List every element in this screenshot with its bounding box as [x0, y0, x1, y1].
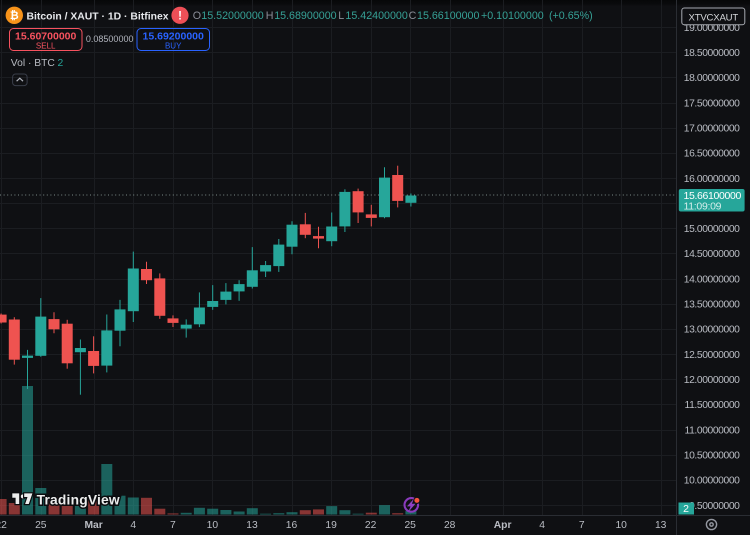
svg-text:₿: ₿	[10, 10, 19, 22]
svg-text:15.00000000: 15.00000000	[684, 224, 740, 235]
svg-text:17.00000000: 17.00000000	[684, 124, 740, 135]
svg-text:28: 28	[444, 520, 456, 531]
svg-text:Bitcoin / XAUT · 1D · Bitfinex: Bitcoin / XAUT · 1D · Bitfinex	[27, 11, 169, 22]
svg-text:10: 10	[207, 520, 219, 531]
svg-text:10: 10	[615, 520, 627, 531]
svg-text:15.66100000: 15.66100000	[417, 10, 479, 22]
svg-text:16.50000000: 16.50000000	[684, 149, 740, 160]
svg-text:10.00000000: 10.00000000	[684, 476, 740, 487]
svg-text:11:09:09: 11:09:09	[684, 201, 722, 213]
svg-text:13: 13	[655, 520, 667, 531]
svg-text:13.00000000: 13.00000000	[684, 325, 740, 336]
svg-text:4: 4	[130, 520, 136, 531]
svg-text:15.66100000: 15.66100000	[684, 190, 742, 202]
svg-text:Apr: Apr	[494, 520, 512, 531]
svg-text:16: 16	[286, 520, 298, 531]
svg-text:13: 13	[246, 520, 258, 531]
svg-text:15.42400000: 15.42400000	[345, 10, 407, 22]
svg-text:SELL: SELL	[36, 41, 56, 50]
svg-text:BUY: BUY	[165, 41, 182, 50]
svg-text:11.00000000: 11.00000000	[685, 425, 741, 436]
svg-text:L: L	[338, 10, 344, 22]
svg-text:(+0.65%): (+0.65%)	[549, 10, 593, 22]
svg-text:4: 4	[539, 520, 545, 531]
svg-text:Vol · BTC: Vol · BTC	[11, 58, 56, 69]
svg-text:19.00000000: 19.00000000	[684, 23, 740, 34]
svg-text:2: 2	[58, 58, 64, 69]
svg-text:O: O	[193, 10, 201, 22]
svg-text:25: 25	[35, 520, 47, 531]
svg-text:7: 7	[170, 520, 176, 531]
svg-text:18.50000000: 18.50000000	[684, 48, 740, 59]
svg-text:0.08500000: 0.08500000	[86, 34, 134, 44]
svg-text:13.50000000: 13.50000000	[684, 300, 740, 311]
svg-text:7: 7	[579, 520, 585, 531]
svg-text:!: !	[178, 10, 182, 22]
svg-text:12.50000000: 12.50000000	[684, 350, 740, 361]
svg-text:15.68900000: 15.68900000	[274, 10, 336, 22]
svg-text:TradingView: TradingView	[37, 492, 120, 507]
svg-text:14.50000000: 14.50000000	[684, 249, 740, 260]
svg-text:10.50000000: 10.50000000	[684, 450, 740, 461]
svg-text:H: H	[266, 10, 274, 22]
svg-text:17.50000000: 17.50000000	[684, 98, 740, 109]
svg-text:15.60700000: 15.60700000	[15, 30, 76, 42]
svg-text:9.50000000: 9.50000000	[689, 501, 740, 512]
svg-text:+0.10100000: +0.10100000	[481, 10, 544, 22]
svg-text:11.50000000: 11.50000000	[685, 400, 741, 411]
svg-text:22: 22	[365, 520, 377, 531]
svg-text:22: 22	[0, 520, 7, 531]
svg-text:19: 19	[325, 520, 337, 531]
svg-text:12.00000000: 12.00000000	[684, 375, 740, 386]
svg-text:14.00000000: 14.00000000	[684, 274, 740, 285]
svg-text:18.00000000: 18.00000000	[684, 73, 740, 84]
svg-text:16.00000000: 16.00000000	[684, 174, 740, 185]
svg-text:XTVCXAUT: XTVCXAUT	[689, 12, 739, 23]
svg-text:25: 25	[404, 520, 416, 531]
svg-text:C: C	[409, 10, 417, 22]
svg-text:2: 2	[683, 503, 689, 515]
svg-text:15.52000000: 15.52000000	[201, 10, 263, 22]
svg-text:15.69200000: 15.69200000	[143, 30, 204, 42]
svg-text:Mar: Mar	[84, 520, 102, 531]
